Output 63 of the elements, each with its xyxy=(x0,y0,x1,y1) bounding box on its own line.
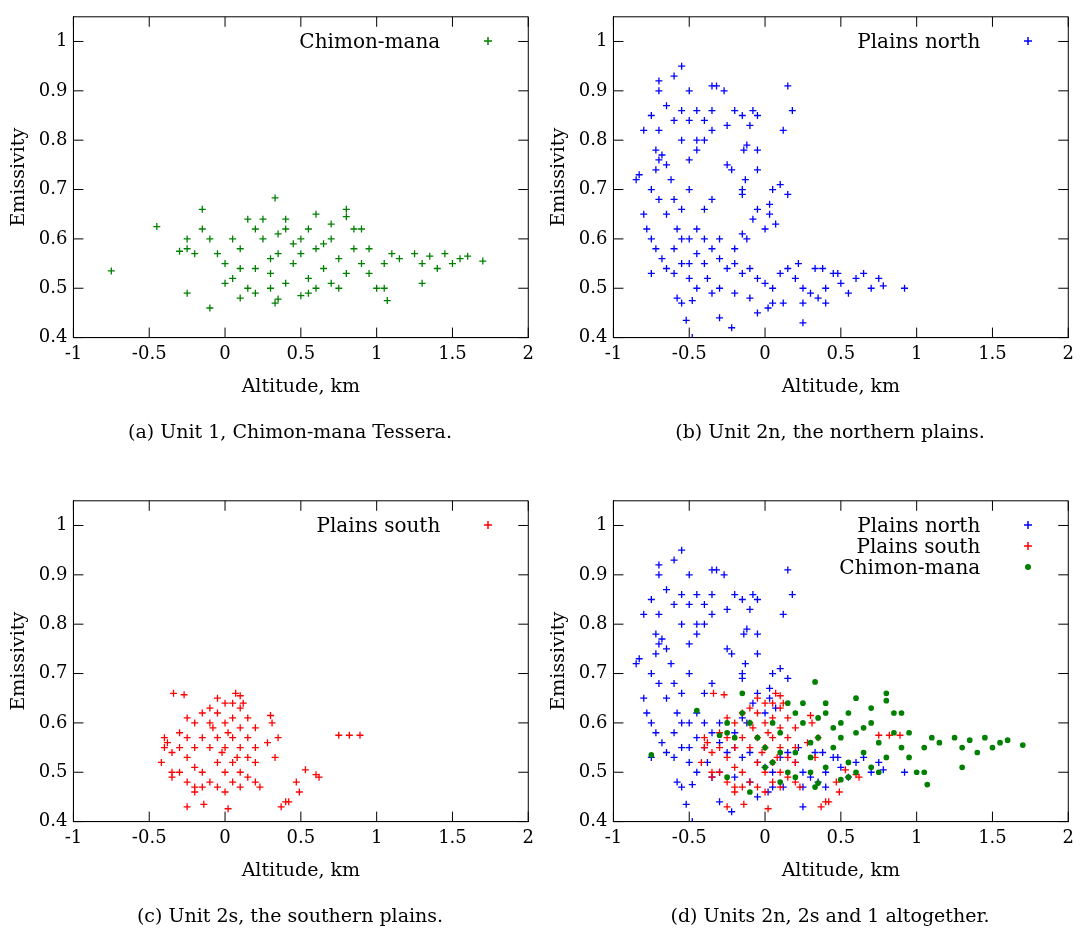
x-tick-label: 1 xyxy=(910,826,923,848)
x-tick-label: 1.5 xyxy=(438,826,467,848)
y-tick-label: 0.8 xyxy=(578,611,608,633)
y-tick-label: 0.8 xyxy=(38,611,68,633)
x-tick-label: 2 xyxy=(522,826,534,848)
y-tick-label: 0.7 xyxy=(578,177,608,199)
x-tick-label: 0.5 xyxy=(286,826,316,848)
y-axis-title: Emissivity xyxy=(546,611,569,711)
x-tick-label: 0.5 xyxy=(286,342,316,364)
y-tick-label: 0.9 xyxy=(38,562,68,584)
y-tick-label: 0.9 xyxy=(578,78,608,100)
y-tick-label: 0.6 xyxy=(578,226,608,248)
x-tick-label: 0 xyxy=(219,826,231,848)
x-tick-label: 1.5 xyxy=(978,826,1007,848)
y-tick-label: 0.7 xyxy=(38,177,68,199)
y-tick-label: 0.6 xyxy=(38,226,68,248)
text: (a) Unit 1, Chimon-mana Tessera. xyxy=(127,420,453,442)
y-tick-label: 0.9 xyxy=(38,78,68,100)
legend-label: Plains north xyxy=(857,29,981,54)
y-axis-title: Emissivity xyxy=(546,127,569,227)
y-tick-label: 0.5 xyxy=(38,275,68,297)
x-axis-title: Altitude, km xyxy=(240,857,361,880)
x-tick-label: -0.5 xyxy=(131,342,167,364)
y-axis-title: Emissivity xyxy=(6,611,29,711)
y-tick-label: 1 xyxy=(55,29,68,51)
x-axis-title: Altitude, km xyxy=(780,857,901,880)
y-tick-label: 0.8 xyxy=(38,127,68,149)
x-axis-title: Altitude, km xyxy=(240,373,361,396)
y-tick-label: 1 xyxy=(595,29,608,51)
x-tick-label: 2 xyxy=(1062,826,1074,848)
x-tick-label: -0.5 xyxy=(131,826,167,848)
x-tick-label: 1.5 xyxy=(978,342,1007,364)
y-tick-label: 0.5 xyxy=(578,275,608,297)
x-tick-label: 1 xyxy=(910,342,923,364)
x-tick-label: 0 xyxy=(219,342,231,364)
y-axis-title: Emissivity xyxy=(6,127,29,227)
x-tick-label: 0.5 xyxy=(826,826,856,848)
y-tick-label: 0.6 xyxy=(38,710,68,732)
x-tick-label: 1 xyxy=(370,342,383,364)
x-tick-label: -0.5 xyxy=(671,826,707,848)
y-tick-label: 0.7 xyxy=(578,661,608,683)
x-tick-label: 1 xyxy=(370,826,383,848)
x-tick-label: 2 xyxy=(522,342,534,364)
x-tick-label: 2 xyxy=(1062,342,1074,364)
y-tick-label: 1 xyxy=(595,513,608,535)
x-tick-label: 0 xyxy=(759,826,771,848)
x-tick-label: 1.5 xyxy=(438,342,467,364)
legend-label: Plains south xyxy=(316,513,441,538)
x-tick-label: 0 xyxy=(759,342,771,364)
y-tick-label: 0.9 xyxy=(578,562,608,584)
y-tick-label: 0.8 xyxy=(578,127,608,149)
legend-label: Chimon-mana xyxy=(299,29,441,54)
x-axis-title: Altitude, km xyxy=(780,373,901,396)
y-tick-label: 1 xyxy=(55,513,68,535)
text: (d) Units 2n, 2s and 1 altogether. xyxy=(669,904,991,926)
y-tick-label: 0.7 xyxy=(38,661,68,683)
x-tick-label: 0.5 xyxy=(826,342,856,364)
y-tick-label: 0.5 xyxy=(38,759,68,781)
y-tick-label: 0.5 xyxy=(578,759,608,781)
text: (c) Unit 2s, the southern plains. xyxy=(135,904,445,926)
y-tick-label: 0.6 xyxy=(578,710,608,732)
x-tick-label: -0.5 xyxy=(671,342,707,364)
text: (b) Unit 2n, the northern plains. xyxy=(674,420,986,442)
